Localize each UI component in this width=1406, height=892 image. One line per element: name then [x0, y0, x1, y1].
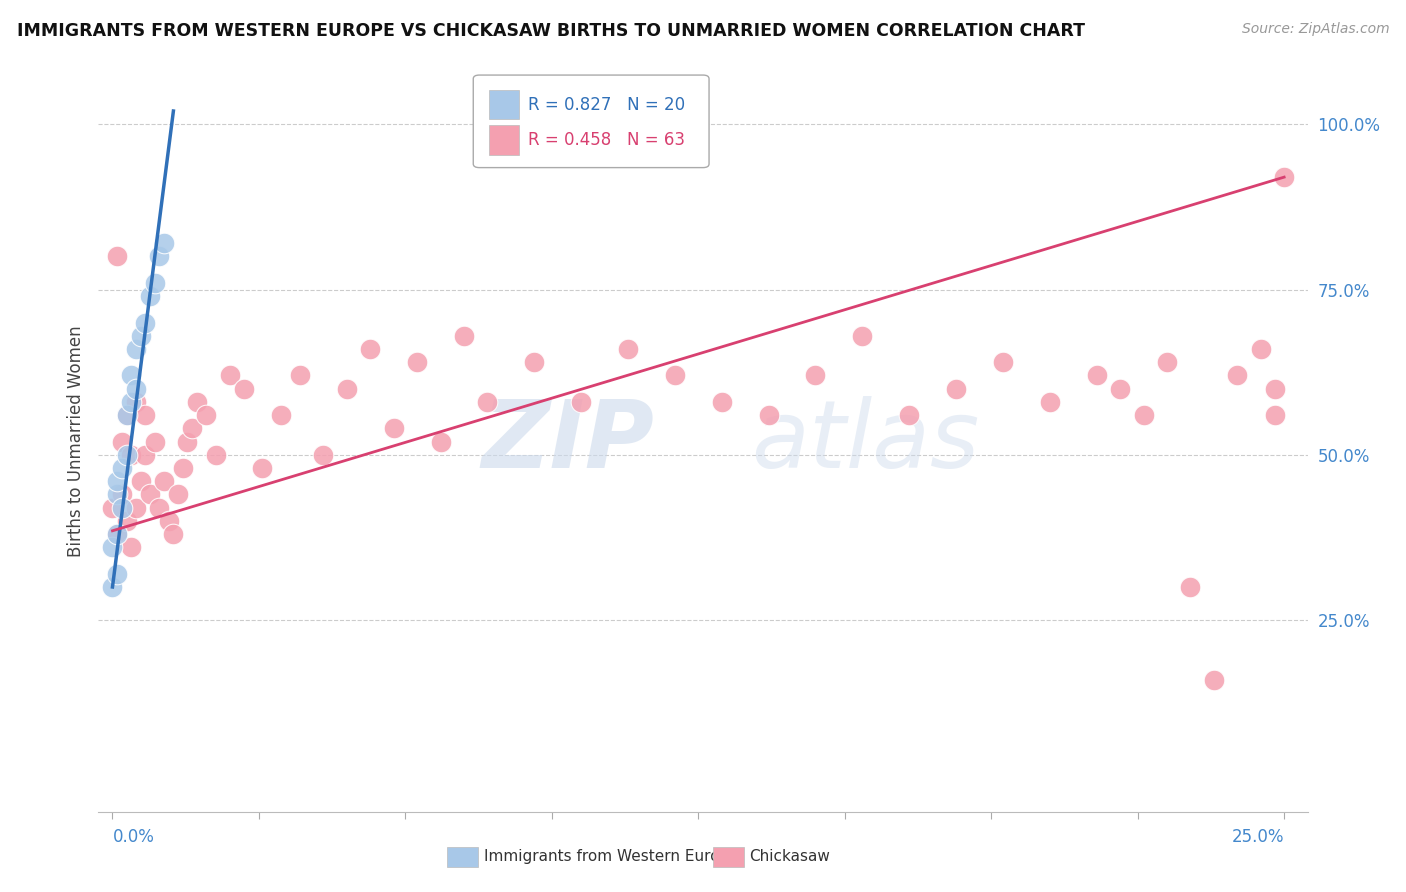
- Point: [186, 395, 208, 409]
- Point: [1156, 355, 1178, 369]
- Y-axis label: Births to Unmarried Women: Births to Unmarried Women: [66, 326, 84, 558]
- Point: [617, 342, 640, 356]
- Point: [336, 382, 359, 396]
- Point: [115, 408, 138, 422]
- Point: [204, 448, 226, 462]
- Text: R = 0.458   N = 63: R = 0.458 N = 63: [527, 131, 685, 149]
- Point: [125, 395, 148, 409]
- Point: [898, 408, 921, 422]
- Text: IMMIGRANTS FROM WESTERN EUROPE VS CHICKASAW BIRTHS TO UNMARRIED WOMEN CORRELATIO: IMMIGRANTS FROM WESTERN EUROPE VS CHICKA…: [17, 22, 1085, 40]
- Point: [1202, 673, 1225, 687]
- Point: [101, 541, 124, 555]
- Point: [252, 461, 274, 475]
- Point: [162, 527, 184, 541]
- FancyBboxPatch shape: [489, 90, 519, 120]
- Point: [359, 342, 381, 356]
- Point: [167, 487, 190, 501]
- Point: [120, 448, 142, 462]
- Point: [105, 250, 128, 264]
- Point: [523, 355, 546, 369]
- Point: [111, 461, 134, 475]
- Point: [111, 500, 134, 515]
- Point: [134, 408, 156, 422]
- Point: [129, 328, 152, 343]
- Point: [1250, 342, 1272, 356]
- Point: [1272, 170, 1295, 185]
- Point: [804, 368, 827, 383]
- Point: [429, 434, 451, 449]
- Point: [148, 500, 170, 515]
- Point: [120, 368, 142, 383]
- Point: [1226, 368, 1249, 383]
- Point: [157, 514, 180, 528]
- Point: [115, 514, 138, 528]
- Point: [710, 395, 733, 409]
- Point: [1264, 408, 1286, 422]
- Point: [139, 487, 162, 501]
- Text: Immigrants from Western Europe: Immigrants from Western Europe: [484, 849, 738, 863]
- FancyBboxPatch shape: [474, 75, 709, 168]
- Point: [232, 382, 254, 396]
- Point: [153, 474, 176, 488]
- Text: ZIP: ZIP: [482, 395, 655, 488]
- Point: [569, 395, 592, 409]
- Point: [115, 448, 138, 462]
- Text: 0.0%: 0.0%: [112, 829, 155, 847]
- Point: [270, 408, 292, 422]
- Point: [312, 448, 335, 462]
- Point: [176, 434, 198, 449]
- Point: [143, 276, 166, 290]
- Point: [664, 368, 686, 383]
- Point: [125, 382, 148, 396]
- Point: [120, 541, 142, 555]
- Point: [111, 487, 134, 501]
- Point: [143, 434, 166, 449]
- Point: [105, 474, 128, 488]
- Point: [406, 355, 429, 369]
- Point: [195, 408, 218, 422]
- Point: [101, 500, 124, 515]
- Point: [148, 250, 170, 264]
- Point: [111, 434, 134, 449]
- Text: Source: ZipAtlas.com: Source: ZipAtlas.com: [1241, 22, 1389, 37]
- Point: [120, 395, 142, 409]
- Point: [1264, 382, 1286, 396]
- Point: [125, 342, 148, 356]
- Text: Chickasaw: Chickasaw: [749, 849, 831, 863]
- Point: [477, 395, 499, 409]
- Point: [1132, 408, 1154, 422]
- Point: [134, 316, 156, 330]
- Point: [139, 289, 162, 303]
- Point: [172, 461, 194, 475]
- Point: [105, 527, 128, 541]
- Point: [105, 487, 128, 501]
- Point: [115, 408, 138, 422]
- Point: [125, 500, 148, 515]
- Point: [153, 236, 176, 251]
- Point: [991, 355, 1014, 369]
- Point: [1039, 395, 1062, 409]
- Point: [101, 580, 124, 594]
- Text: R = 0.827   N = 20: R = 0.827 N = 20: [527, 95, 685, 113]
- Point: [453, 328, 475, 343]
- Text: 25.0%: 25.0%: [1232, 829, 1284, 847]
- FancyBboxPatch shape: [489, 126, 519, 155]
- Point: [129, 474, 152, 488]
- Point: [134, 448, 156, 462]
- Point: [1109, 382, 1132, 396]
- Point: [181, 421, 204, 435]
- Point: [218, 368, 240, 383]
- Point: [382, 421, 405, 435]
- Point: [105, 566, 128, 581]
- Point: [758, 408, 780, 422]
- Point: [851, 328, 873, 343]
- Text: atlas: atlas: [751, 396, 980, 487]
- Point: [945, 382, 967, 396]
- Point: [105, 527, 128, 541]
- Point: [1180, 580, 1202, 594]
- Point: [288, 368, 311, 383]
- Point: [1085, 368, 1108, 383]
